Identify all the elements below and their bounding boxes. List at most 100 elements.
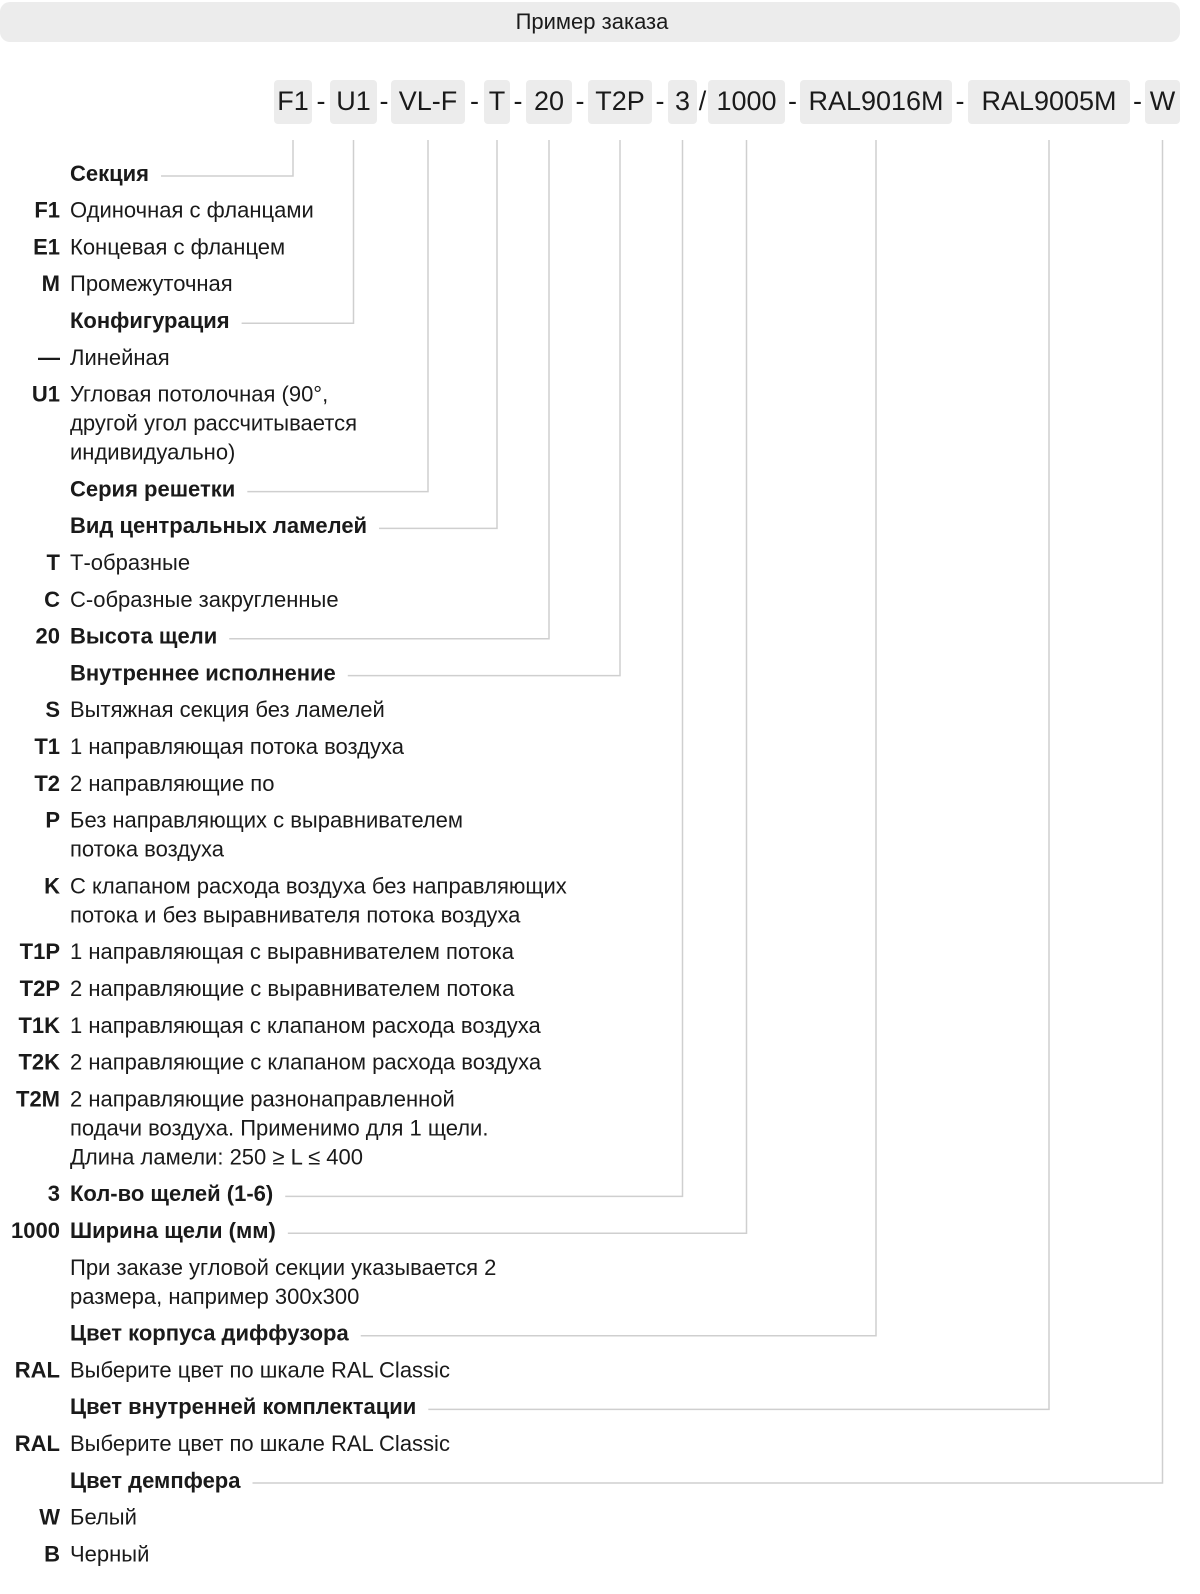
connector xyxy=(247,140,429,493)
row-text: 1 направляющая с клапаном расхода воздух… xyxy=(70,1013,542,1038)
header-title: Пример заказа xyxy=(516,9,670,34)
row-code: E1 xyxy=(33,234,60,259)
row-code: — xyxy=(38,345,60,370)
row-heading: Серия решетки xyxy=(70,476,235,501)
row-text: С клапаном расхода воздуха без направляю… xyxy=(70,873,567,898)
code-separator: - xyxy=(380,86,389,116)
row-heading: Цвет корпуса диффузора xyxy=(70,1321,349,1346)
row-text: Одиночная с фланцами xyxy=(70,198,314,223)
row-code: T2P xyxy=(20,976,60,1001)
code-box xyxy=(526,80,572,124)
row-code: F1 xyxy=(34,198,60,223)
row-code: U1 xyxy=(32,382,60,407)
code-box xyxy=(708,80,785,124)
row-code: T1K xyxy=(18,1013,60,1038)
row-heading: Высота щели xyxy=(70,624,217,649)
code-box xyxy=(800,80,952,124)
row-code: M xyxy=(42,271,60,296)
row-heading: Ширина щели (мм) xyxy=(70,1218,276,1243)
row-heading: Кол-во щелей (1-6) xyxy=(70,1181,273,1206)
row-text: Белый xyxy=(70,1505,137,1530)
row-code: RAL xyxy=(15,1357,60,1382)
code-box xyxy=(668,80,697,124)
row-text: Выберите цвет по шкале RAL Classic xyxy=(70,1431,450,1456)
connector xyxy=(252,140,1164,1484)
row-text: Без направляющих с выравнивателем xyxy=(70,808,463,833)
row-text: С-образные закругленные xyxy=(70,587,339,612)
row-heading: Внутреннее исполнение xyxy=(70,660,336,685)
code-separator: - xyxy=(656,86,665,116)
row-code: T2 xyxy=(34,771,60,796)
connector xyxy=(360,140,877,1337)
row-text: подачи воздуха. Применимо для 1 щели. xyxy=(70,1115,488,1140)
code-segment: T2P xyxy=(595,86,645,116)
row-code: B xyxy=(44,1541,60,1566)
code-separator: - xyxy=(317,86,326,116)
code-box xyxy=(588,80,652,124)
row-code: T2K xyxy=(18,1050,60,1075)
row-code: W xyxy=(39,1505,60,1530)
row-code: T xyxy=(47,550,61,575)
row-code: 1000 xyxy=(11,1218,60,1243)
row-heading: Секция xyxy=(70,161,149,186)
connector xyxy=(161,140,294,177)
row-text: потока и без выравнивателя потока воздух… xyxy=(70,902,521,927)
row-text: Выберите цвет по шкале RAL Classic xyxy=(70,1357,450,1382)
code-segment: U1 xyxy=(336,86,371,116)
code-segment: T xyxy=(489,86,506,116)
row-code: K xyxy=(44,873,60,898)
row-text: Промежуточная xyxy=(70,271,233,296)
code-box xyxy=(391,80,465,124)
code-segment: F1 xyxy=(277,86,309,116)
row-text: индивидуально) xyxy=(70,440,235,465)
row-text: потока воздуха xyxy=(70,837,225,862)
code-box xyxy=(330,80,377,124)
row-text: 2 направляющие разнонаправленной xyxy=(70,1086,455,1111)
header-bar xyxy=(0,2,1180,42)
code-segment: RAL9016M xyxy=(808,86,943,116)
row-text: 2 направляющие с выравнивателем потока xyxy=(70,976,515,1001)
connector xyxy=(379,140,498,530)
row-code: S xyxy=(45,697,60,722)
row-text: размера, например 300x300 xyxy=(70,1284,359,1309)
row-text: Концевая с фланцем xyxy=(70,234,285,259)
row-text: 1 направляющая с выравнивателем потока xyxy=(70,939,515,964)
code-segment: 1000 xyxy=(716,86,776,116)
connector xyxy=(229,140,550,640)
row-text: Длина ламели: 250 ≥ L ≤ 400 xyxy=(70,1144,363,1169)
code-segment: 20 xyxy=(534,86,564,116)
code-separator: / xyxy=(699,86,707,116)
code-separator: - xyxy=(788,86,797,116)
row-heading: Цвет внутренней комплектации xyxy=(70,1394,416,1419)
code-separator: - xyxy=(470,86,479,116)
code-segment: RAL9005M xyxy=(981,86,1116,116)
row-code: T1P xyxy=(20,939,60,964)
row-code: RAL xyxy=(15,1431,60,1456)
code-separator: - xyxy=(514,86,523,116)
code-box xyxy=(1145,80,1180,124)
row-heading: Вид центральных ламелей xyxy=(70,513,367,538)
code-separator: - xyxy=(576,86,585,116)
row-heading: Цвет демпфера xyxy=(70,1468,241,1493)
row-code: 20 xyxy=(36,624,60,649)
row-text: Угловая потолочная (90°, xyxy=(70,382,328,407)
code-separator: - xyxy=(956,86,965,116)
row-text: Вытяжная секция без ламелей xyxy=(70,697,385,722)
row-code: C xyxy=(44,587,60,612)
row-text: 2 направляющие по xyxy=(70,771,274,796)
row-heading: Конфигурация xyxy=(70,308,230,333)
code-separator: - xyxy=(1133,86,1142,116)
row-code: T1 xyxy=(34,734,60,759)
row-code: 3 xyxy=(48,1181,60,1206)
connector xyxy=(347,140,621,677)
code-segment: VL-F xyxy=(399,86,458,116)
row-text: другой угол рассчитывается xyxy=(70,411,357,436)
row-text: Черный xyxy=(70,1541,149,1566)
row-code: T2M xyxy=(16,1086,60,1111)
code-segment: W xyxy=(1150,86,1176,116)
row-code: P xyxy=(45,808,60,833)
connector xyxy=(287,140,748,1234)
connector xyxy=(285,140,684,1198)
row-text: 1 направляющая потока воздуха xyxy=(70,734,405,759)
